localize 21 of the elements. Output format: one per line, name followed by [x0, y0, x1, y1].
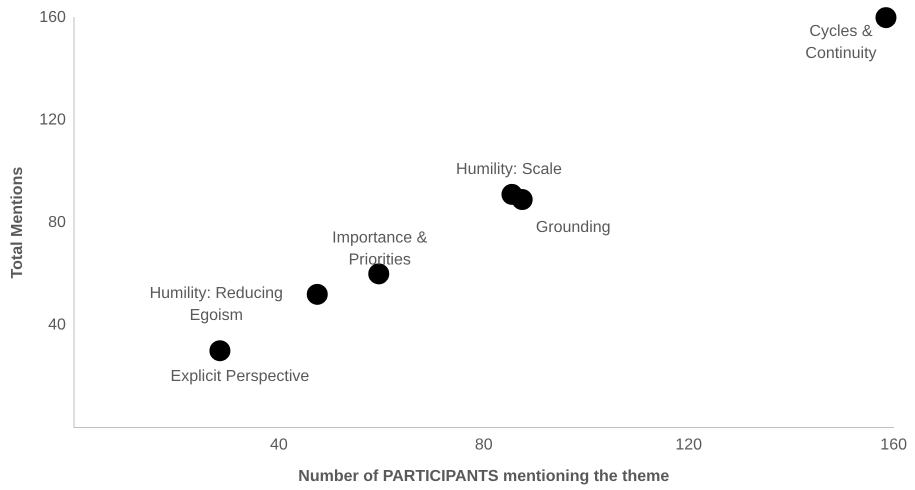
y-tick-label: 120	[39, 112, 66, 129]
annotation: Cycles & Continuity	[805, 23, 877, 62]
x-tick-label: 40	[270, 436, 288, 454]
x-tick-label: 160	[880, 436, 908, 454]
y-tick-label: 160	[39, 9, 66, 26]
x-tick-label: 80	[474, 436, 493, 454]
point	[875, 7, 896, 28]
y-axis-title: Total Mentions	[9, 166, 26, 278]
annotation: Humility: Reducing Egoism	[150, 284, 283, 324]
point	[512, 189, 533, 210]
point	[306, 284, 328, 305]
annotation: Explicit Perspective	[170, 368, 310, 386]
y-tick-label: 80	[48, 214, 66, 232]
annotation: Grounding	[536, 218, 611, 236]
y-tick-label: 40	[48, 316, 66, 334]
annotation: Humility: Scale	[456, 160, 562, 178]
x-tick-label: 120	[675, 436, 702, 454]
annotation: Importance & Priorities	[332, 229, 428, 268]
point	[368, 263, 390, 284]
point	[209, 340, 230, 362]
x-axis-title: Number of PARTICIPANTS mentioning the theme	[298, 468, 670, 485]
